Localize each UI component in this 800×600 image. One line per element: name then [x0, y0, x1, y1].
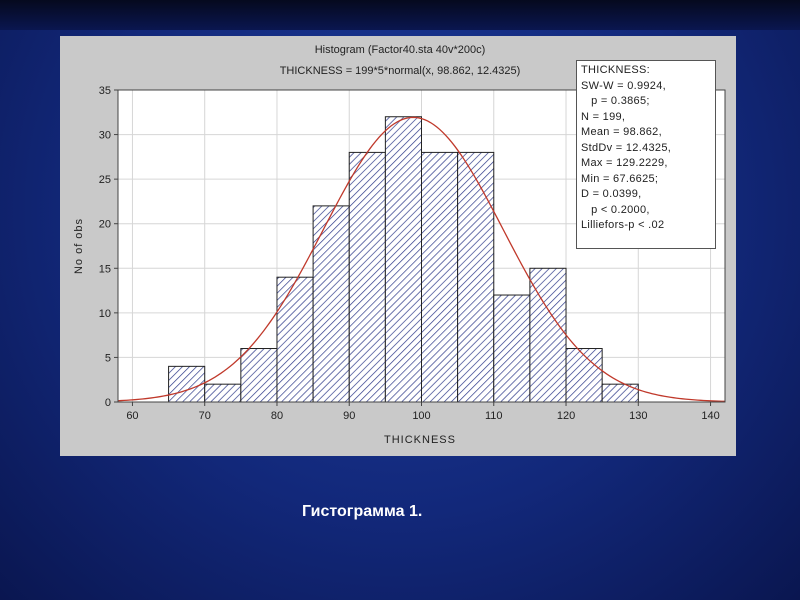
top-band	[0, 0, 800, 30]
y-tick-label: 35	[99, 85, 111, 97]
stats-line: Mean = 98.862,	[581, 126, 662, 138]
stats-line: N = 199,	[581, 110, 626, 123]
chart-subtitle: THICKNESS = 199*5*normal(x, 98.862, 12.4…	[280, 65, 521, 77]
x-tick-label: 130	[629, 410, 647, 422]
histogram-bar	[348, 151, 386, 403]
chart-panel: Histogram (Factor40.sta 40v*200c) THICKN…	[60, 36, 736, 456]
y-tick-label: 10	[99, 308, 111, 320]
x-axis-title: THICKNESS	[384, 434, 456, 446]
x-tick-label: 110	[485, 410, 503, 422]
y-tick-label: 15	[99, 263, 111, 275]
chart-title: Histogram (Factor40.sta 40v*200c)	[315, 44, 486, 56]
x-tick-label: 70	[199, 410, 211, 422]
bars-layer	[168, 116, 639, 403]
stats-line: THICKNESS:	[581, 64, 651, 76]
slide-caption: Гистограмма 1.	[302, 503, 423, 520]
histogram-bar	[384, 116, 422, 403]
histogram-bar	[204, 383, 242, 403]
stats-line: StdDv = 12.4325,	[581, 141, 672, 154]
stats-line: Max = 129.2229,	[581, 157, 668, 169]
y-axis-title: No of obs	[73, 218, 85, 274]
x-tick-label: 140	[701, 410, 719, 422]
x-tick-label: 80	[271, 410, 283, 422]
stats-line: Lilliefors-p < .02	[581, 219, 665, 231]
histogram-bar	[601, 383, 639, 403]
y-tick-label: 30	[99, 130, 111, 142]
y-tick-label: 0	[105, 397, 111, 409]
x-tick-label: 100	[412, 410, 430, 422]
normal-curve	[117, 116, 726, 402]
x-tick-label: 60	[126, 410, 138, 422]
statistics-box: THICKNESS: SW-W = 0.9924, p = 0.3865; N …	[576, 60, 716, 249]
histogram-bar	[457, 151, 495, 403]
stats-line: p = 0.3865;	[581, 95, 650, 107]
stats-line: Min = 67.6625;	[581, 172, 659, 185]
histogram-bar	[421, 151, 459, 403]
histogram-bar	[240, 348, 278, 403]
stats-line: p < 0.2000,	[581, 203, 650, 216]
histogram-bar	[168, 365, 206, 403]
histogram-bar	[565, 348, 603, 403]
y-tick-label: 20	[99, 219, 111, 231]
y-tick-label: 25	[99, 174, 111, 186]
x-tick-label: 90	[343, 410, 355, 422]
stats-line: SW-W = 0.9924,	[581, 79, 667, 92]
x-tick-label: 120	[557, 410, 575, 422]
histogram-bar	[312, 205, 350, 403]
ticks-layer: 60 70 80 90 100 110 120 130 140 0 5 10 15 20 25 30 35	[99, 85, 720, 422]
histogram-bar	[276, 276, 314, 403]
stats-line: D = 0.0399,	[581, 188, 642, 200]
y-tick-label: 5	[105, 352, 111, 364]
histogram-bar	[493, 294, 531, 403]
